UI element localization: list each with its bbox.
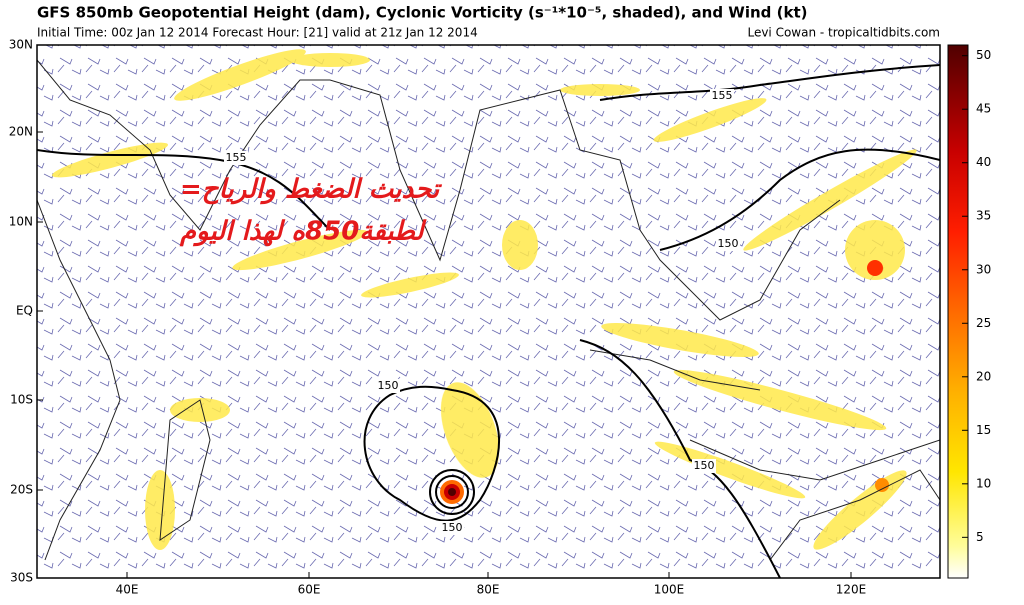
colorbar-label: 30 [976,262,991,276]
contour-label-bg [224,151,248,165]
coastlines [37,59,940,578]
lat-label: 10S [10,393,33,407]
title: GFS 850mb Geopotential Height (dam), Cyc… [37,4,808,22]
lat-label: EQ [16,304,33,318]
overlay-text: =تحديث الضغط والرياح [180,175,443,205]
colorbar-label: 45 [976,102,991,116]
colorbar-label: 5 [976,530,984,544]
lat-label: 10N [9,215,33,229]
contour-label-bg [710,89,734,103]
colorbar-label: 35 [976,209,991,223]
colorbar-label: 25 [976,316,991,330]
colorbar-label: 50 [976,48,991,62]
contour-label-bg [440,521,464,535]
contour-label: 155 [226,151,247,164]
lat-label: 30S [10,571,33,585]
lon-label: 40E [116,583,139,597]
contour-label: 150 [442,521,463,534]
overlay-text: لطبقة850ه لهذا اليوم [179,217,427,247]
colorbar-label: 20 [976,369,991,383]
contour-label-bg [692,459,716,473]
colorbar [947,44,969,579]
contour-label: 150 [694,459,715,472]
lat-label: 30N [9,38,33,52]
lat-label: 20S [10,483,33,497]
contour-label: 155 [712,89,733,102]
lon-label: 60E [298,583,321,597]
colorbar-label: 10 [976,476,991,490]
contour-label: 150 [378,379,399,392]
lat-label: 20N [9,125,33,139]
vortex-core [440,260,889,504]
contour-label-bg [716,237,740,251]
colorbar-label: 15 [976,423,991,437]
contour-label: 150 [718,237,739,250]
lon-label: 100E [654,583,685,597]
colorbar-label: 40 [976,155,991,169]
lon-label: 80E [477,583,500,597]
map: =تحديث الضغط والرياح لطبقة850ه لهذا اليو… [37,45,940,578]
subtitle: Initial Time: 00z Jan 12 2014 Forecast H… [37,26,478,40]
credit: Levi Cowan - tropicaltidbits.com [747,26,940,40]
contour-label-bg [376,379,400,393]
lon-label: 120E [836,583,867,597]
